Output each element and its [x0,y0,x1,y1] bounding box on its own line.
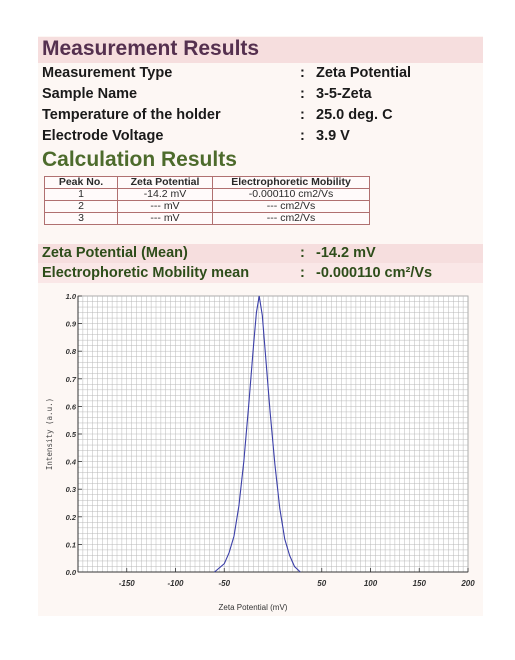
peak-table-header: Peak No. Zeta Potential Electrophoretic … [44,176,370,189]
x-tick-label: 100 [364,579,378,588]
x-tick-label: -150 [119,579,136,588]
peak-mobility: -0.000110 cm2/Vs [212,188,370,201]
table-row: 3 --- mV --- cm2/Vs [44,212,370,225]
mean-zeta-band [38,244,483,263]
y-tick-label: 0.2 [66,513,77,522]
table-row: 2 --- mV --- cm2/Vs [44,200,370,213]
x-tick-label: -100 [167,579,184,588]
header-mobility: Electrophoretic Mobility [212,176,370,189]
info-value-type: Zeta Potential [316,65,412,81]
mean-colon: : [300,245,305,261]
info-label-type: Measurement Type [42,65,173,81]
info-label-voltage: Electrode Voltage [42,128,164,144]
info-value-voltage: 3.9 V [316,128,350,144]
mean-mobility-value: -0.000110 cm²/Vs [316,265,433,281]
x-tick-label: 200 [460,579,475,588]
info-value-sample: 3-5-Zeta [316,86,372,102]
y-tick-label: 0.0 [66,568,77,577]
peak-no: 3 [44,212,118,225]
peak-zeta: --- mV [117,212,213,225]
peak-no: 1 [44,188,118,201]
y-tick-label: 0.7 [66,375,77,384]
y-tick-label: 0.1 [66,540,76,549]
measurement-title: Measurement Results [42,37,260,60]
measurement-band [38,37,483,63]
y-tick-label: 0.9 [66,320,77,329]
peak-zeta: -14.2 mV [117,188,213,201]
mean-zeta-value: -14.2 mV [316,245,376,261]
info-colon: : [300,107,305,123]
table-row: 1 -14.2 mV -0.000110 cm2/Vs [44,188,370,201]
peak-zeta: --- mV [117,200,213,213]
peak-mobility: --- cm2/Vs [212,200,370,213]
info-colon: : [300,128,305,144]
x-tick-label: 50 [317,579,326,588]
x-axis-label: Zeta Potential (mV) [219,603,288,612]
mean-mobility-band [38,263,483,283]
info-label-temperature: Temperature of the holder [42,107,221,123]
x-tick-label: 150 [413,579,427,588]
peak-mobility: --- cm2/Vs [212,212,370,225]
y-tick-label: 0.5 [66,430,77,439]
info-colon: : [300,86,305,102]
calculation-title: Calculation Results [42,148,237,171]
y-tick-label: 1.0 [66,292,77,301]
header-zeta-potential: Zeta Potential [117,176,213,189]
intensity-curve [214,295,301,573]
info-label-sample: Sample Name [42,86,138,102]
mean-mobility-label: Electrophoretic Mobility mean [42,265,250,281]
peak-no: 2 [44,200,118,213]
y-tick-label: 0.8 [66,347,77,356]
info-value-temperature: 25.0 deg. C [316,107,393,123]
x-tick-label: -50 [218,579,230,588]
intensity-chart: -150 -100 -50 50 100 150 200 0.0 0.1 0.2 0.3 0.4 0.5… [45,292,475,612]
info-colon: : [300,65,305,81]
y-tick-label: 0.6 [66,402,77,411]
header-peak-no: Peak No. [44,176,118,189]
peak-table: Peak No. Zeta Potential Electrophoretic … [44,176,370,225]
y-tick-label: 0.3 [66,485,77,494]
mean-colon: : [300,265,305,281]
y-axis-label: Intensity (a.u.) [45,398,54,470]
y-tick-label: 0.4 [66,458,77,467]
mean-zeta-label: Zeta Potential (Mean) [42,245,188,261]
